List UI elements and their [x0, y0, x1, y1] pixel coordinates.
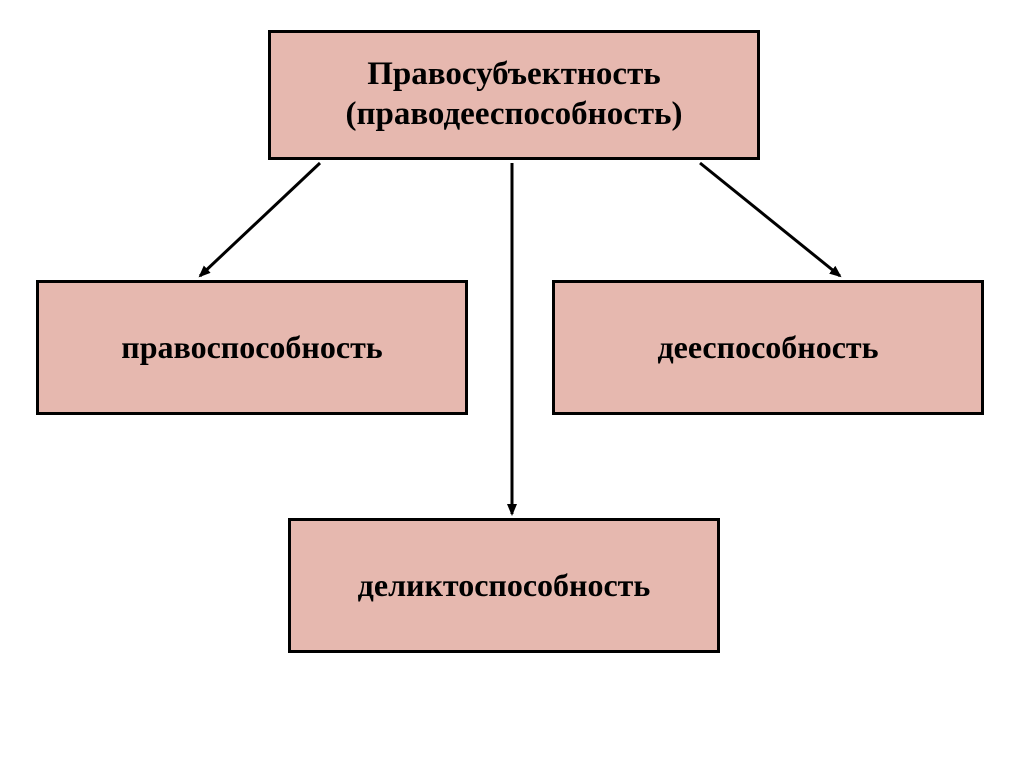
- right-node-label: дееспособность: [657, 328, 878, 366]
- left-node: правоспособность: [36, 280, 468, 415]
- root-node-line1: Правосубъектность: [345, 55, 682, 95]
- left-node-label: правоспособность: [121, 328, 382, 366]
- root-node: Правосубъектность (праводееспособность): [268, 30, 760, 160]
- root-node-line2: (праводееспособность): [345, 95, 682, 135]
- right-node: дееспособность: [552, 280, 984, 415]
- bottom-node-label: деликтоспособность: [358, 566, 651, 604]
- bottom-node: деликтоспособность: [288, 518, 720, 653]
